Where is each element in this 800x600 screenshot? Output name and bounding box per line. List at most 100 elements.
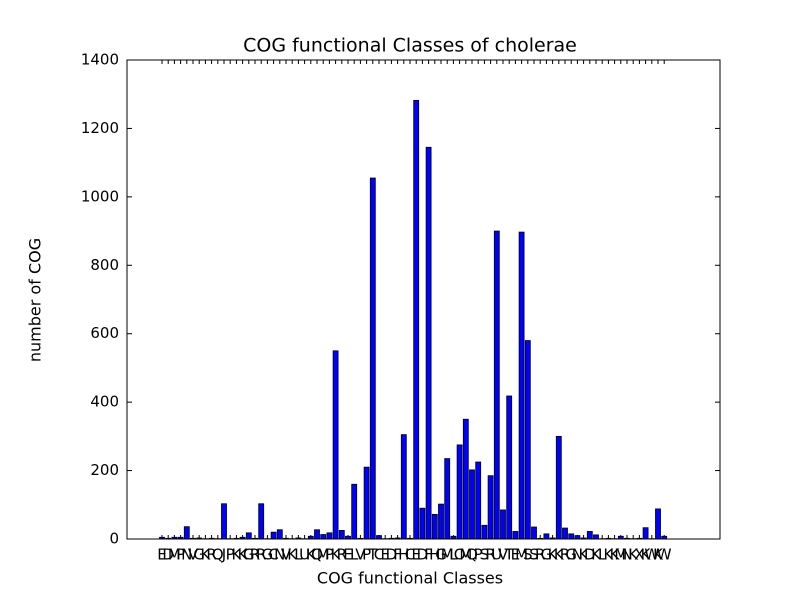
bar <box>221 503 227 540</box>
bar <box>332 350 339 540</box>
y-tick-label: 1000 <box>81 187 119 205</box>
x-tick-label: R <box>256 546 266 564</box>
x-tick-label: L <box>294 546 303 564</box>
x-tick-label: K <box>548 546 559 564</box>
x-tick-label: S <box>523 546 533 564</box>
x-tick-label: M <box>317 546 330 564</box>
x-tick-label: V <box>188 546 199 564</box>
x-tick-label: P <box>226 546 235 564</box>
x-tick-label: T <box>504 546 515 564</box>
bar <box>462 418 469 540</box>
x-tick-label: W <box>644 546 659 564</box>
x-tick-label: S <box>529 546 539 564</box>
x-tick-label: R <box>250 546 260 564</box>
x-tick-label: R <box>535 546 545 564</box>
bar <box>258 503 265 540</box>
x-tick-label: L <box>449 546 458 564</box>
x-tick-label: R <box>560 546 570 564</box>
bar <box>413 99 420 540</box>
x-tick-label: Q <box>212 546 224 564</box>
x-tick-label: S <box>480 546 490 564</box>
plot-frame <box>126 59 721 540</box>
bar <box>568 533 575 540</box>
x-tick-label: K <box>554 546 565 564</box>
bar <box>444 458 451 540</box>
x-tick-label: G <box>243 546 255 564</box>
x-tick-label: G <box>565 546 577 564</box>
x-tick-label: R <box>337 546 347 564</box>
x-tick-label: L <box>598 546 607 564</box>
y-tick-label: 600 <box>90 324 119 342</box>
x-tick-label: K <box>591 546 602 564</box>
x-tick-label: C <box>374 546 384 564</box>
x-tick-label: P <box>362 546 371 564</box>
x-tick-label: D <box>417 546 429 564</box>
bar <box>438 503 444 540</box>
x-tick-label: Q <box>311 546 323 564</box>
x-tick-label: M <box>614 546 627 564</box>
x-tick-label: G <box>435 546 447 564</box>
x-tick-label: E <box>343 546 352 564</box>
x-tick-label: H <box>398 546 409 564</box>
x-tick-label: N <box>274 546 285 564</box>
x-tick-label: K <box>238 546 249 564</box>
x-tick-label: C <box>268 546 278 564</box>
x-tick-label: F <box>424 546 433 564</box>
bar <box>586 531 593 540</box>
x-tick-label: V <box>355 546 366 564</box>
x-tick-label: X <box>634 546 644 564</box>
bar <box>425 146 432 540</box>
x-tick-label: M <box>168 546 181 564</box>
bar <box>512 531 519 540</box>
x-tick-label: F <box>393 546 402 564</box>
bar <box>562 527 568 540</box>
x-tick-label: M <box>459 546 472 564</box>
x-tick-label: K <box>628 546 639 564</box>
x-tick-label: M <box>441 546 454 564</box>
bar <box>320 534 327 540</box>
bar <box>351 483 358 540</box>
x-tick-label: P <box>325 546 334 564</box>
x-tick-label: N <box>572 546 583 564</box>
x-tick-label: P <box>474 546 483 564</box>
x-tick-label: R <box>485 546 495 564</box>
bar <box>531 526 537 540</box>
x-tick-label: K <box>306 546 317 564</box>
bar <box>314 529 320 540</box>
x-tick-label: E <box>157 546 166 564</box>
x-tick-label: K <box>641 546 652 564</box>
x-tick-label: K <box>579 546 590 564</box>
x-tick-label: E <box>511 546 520 564</box>
x-tick-label: D <box>584 546 596 564</box>
x-tick-label: K <box>331 546 342 564</box>
x-tick-label: K <box>603 546 614 564</box>
x-tick-label: P <box>176 546 185 564</box>
bar <box>475 461 482 540</box>
x-tick-label: Q <box>466 546 478 564</box>
bar <box>574 535 581 540</box>
x-tick-label: J <box>221 546 226 564</box>
bar <box>326 532 333 540</box>
x-tick-label: H <box>429 546 440 564</box>
x-tick-label: U <box>491 546 502 564</box>
y-tick-label: 0 <box>109 530 119 548</box>
bar <box>655 508 661 540</box>
x-tick-label: R <box>206 546 216 564</box>
x-tick-label: U <box>299 546 310 564</box>
bar <box>642 527 649 540</box>
bar <box>500 509 506 540</box>
x-tick-label: D <box>162 546 174 564</box>
bar <box>506 395 513 540</box>
x-tick-label: M <box>515 546 528 564</box>
x-tick-label: K <box>231 546 242 564</box>
bar <box>276 529 283 540</box>
bar <box>543 533 550 540</box>
bar <box>369 177 376 540</box>
bar <box>555 435 562 540</box>
bar <box>456 444 463 540</box>
x-tick-label: G <box>541 546 553 564</box>
bar <box>524 340 531 540</box>
x-tick-label: N <box>181 546 192 564</box>
bar <box>487 475 494 540</box>
